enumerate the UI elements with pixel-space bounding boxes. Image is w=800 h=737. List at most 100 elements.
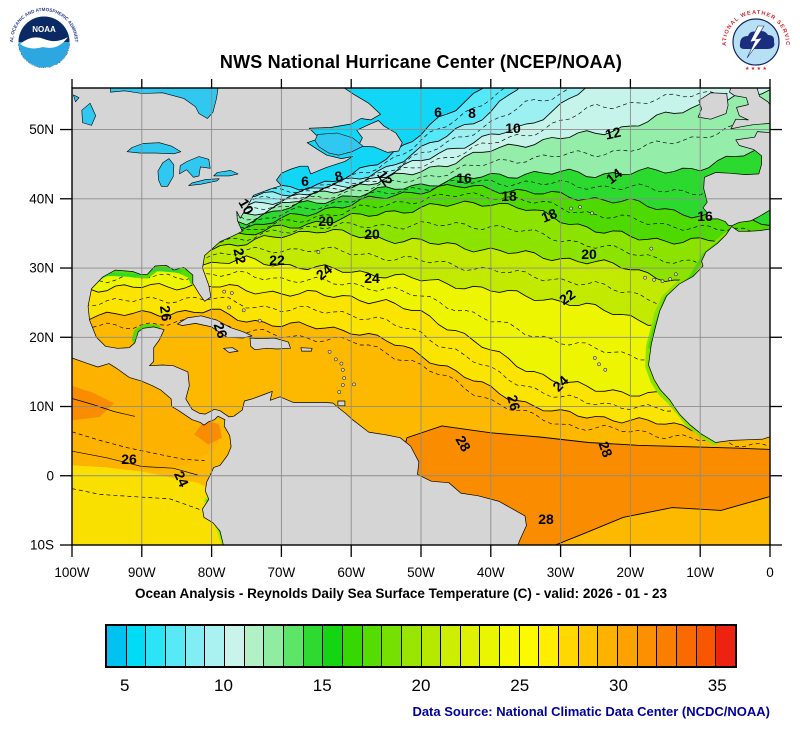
x-axis-label: 90W [128,565,156,580]
data-source-credit: Data Source: National Climatic Data Cent… [412,704,770,719]
contour-label: 16 [456,170,472,186]
x-axis-label: 10W [686,565,714,580]
contour-label: 16 [697,208,713,224]
colorbar-cell [303,626,324,666]
contour-label: 24 [171,468,192,489]
sst-map: 100W 90W 80W 70W 60W 50W 40W 30W 20W 10W 0 50N 40N 30… [29,79,782,580]
colorbar-cells [105,624,737,668]
map-root: 100W 90W 80W 70W 60W 50W 40W 30W 20W 10W 0 50N 40N 30… [29,79,782,580]
x-axis-label: 30W [547,565,575,580]
noaa-seagull-icon [20,37,68,49]
y-axis-label: 20N [29,330,54,345]
contour-label: 12 [604,124,623,143]
colorbar-cell [362,626,383,666]
colorbar-cell [224,626,245,666]
contour-label: 26 [157,304,175,322]
x-axis-label: 70W [268,565,296,580]
x-axis-label: 80W [198,565,226,580]
colorbar-cell [264,626,284,666]
contour-label: 10 [236,196,258,218]
x-axis-label: 40W [477,565,505,580]
contour-label: 8 [333,167,345,185]
contour-label: 20 [364,226,380,242]
colorbar-tick-label: 25 [510,676,530,695]
lakes-layer [73,88,678,394]
colorbar-cell [421,626,442,666]
colorbar-cell [185,626,206,666]
contour-label: 28 [596,439,616,459]
colorbar-cell [283,626,304,666]
noaa-logo: NATIONAL OCEANIC AND ATMOSPHERIC ADMINIS… [8,6,79,77]
colorbar-cell [165,626,186,666]
y-axis-label: 0 [46,468,54,483]
axes: 100W 90W 80W 70W 60W 50W 40W 30W 20W 10W 0 50N 40N 30… [29,79,782,580]
contour-label: 18 [539,205,560,226]
contour-label: 26 [121,451,137,467]
page-title: NWS National Hurricane Center (NCEP/NOAA… [219,52,623,72]
contour-label: 8 [468,105,476,121]
contour-label: 28 [453,433,475,455]
x-axis-label: 50W [407,565,435,580]
colorbar-cell [205,626,225,666]
colorbar-cell [480,626,501,666]
x-axis-label: 20W [617,565,645,580]
colorbar-cell [598,626,619,666]
x-axis-label: 0 [766,565,774,580]
contour-label: 22 [269,252,285,268]
y-axis-label: 10S [30,537,54,552]
colorbar-cell [382,626,402,666]
map-caption: Ocean Analysis - Reynolds Daily Sea Surf… [135,586,667,601]
colorbar-cell [559,626,579,666]
colorbar-cell [539,626,560,666]
colorbar-cell [519,626,540,666]
contour-label: 26 [211,320,231,340]
colorbar-cell [500,626,520,666]
land-layer [72,88,770,545]
contour-label: 20 [581,246,597,262]
colorbar-cell [146,626,166,666]
colorbar-cell [342,626,363,666]
colorbar-cell [637,626,658,666]
contour-label: 6 [301,173,309,189]
colorbar-cell [323,626,343,666]
colorbar-cell [677,626,697,666]
colorbar-cell [578,626,599,666]
colorbar-tick-label: 35 [707,676,727,695]
colorbar-tick-label: 10 [214,676,233,695]
colorbar-cell [716,626,735,666]
noaa-globe-sky [18,16,70,42]
contour-label: 24 [364,270,380,286]
contour-label: 18 [501,188,517,204]
noaa-acronym: NOAA [32,25,56,34]
colorbar-cell [244,626,265,666]
colorbar-cell [696,626,717,666]
contour-label: 10 [505,120,521,136]
nws-logo: NATIONAL WEATHER SERVICE ★ ★ ★ ★ [720,6,791,77]
contour-label: 26 [504,393,524,412]
x-axis-label: 60W [337,565,365,580]
colorbar-cell [441,626,461,666]
contour-label: 6 [434,104,442,120]
colorbar-tick-label: 5 [120,676,130,695]
colorbar-cell [107,626,127,666]
colorbar-cell [126,626,147,666]
colorbar-cell [618,626,638,666]
nws-stars: ★ ★ ★ ★ [745,66,768,72]
x-axis-label: 100W [54,565,90,580]
colorbar-cell [657,626,678,666]
colorbar-tick-label: 20 [411,676,431,695]
nws-lightning-icon [746,25,765,59]
y-axis-label: 40N [29,191,54,206]
y-axis-label: 10N [29,399,54,414]
y-axis-label: 30N [29,261,54,276]
contour-label: 20 [318,213,334,229]
y-axis-label: 50N [29,122,54,137]
contour-label: 22 [230,247,249,266]
contour-label: 28 [538,511,554,527]
colorbar-cell [401,626,422,666]
colorbar-cell [460,626,481,666]
colorbar-tick-label: 30 [609,676,628,695]
colorbar: 5 10 15 20 25 30 35 [105,624,737,700]
